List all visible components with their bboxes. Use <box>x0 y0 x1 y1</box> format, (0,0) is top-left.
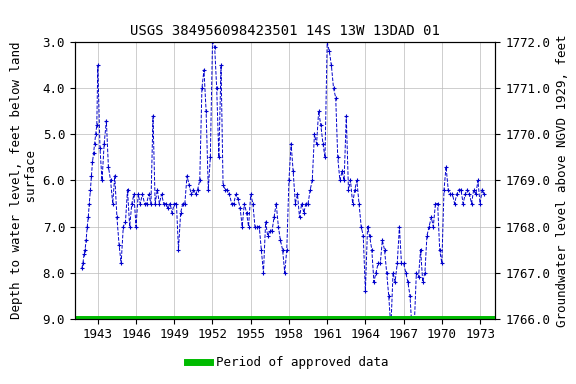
Title: USGS 384956098423501 14S 13W 13DAD 01: USGS 384956098423501 14S 13W 13DAD 01 <box>130 24 440 38</box>
Legend: Period of approved data: Period of approved data <box>183 351 393 374</box>
Y-axis label: Depth to water level, feet below land
 surface: Depth to water level, feet below land su… <box>10 42 39 319</box>
Y-axis label: Groundwater level above NGVD 1929, feet: Groundwater level above NGVD 1929, feet <box>556 34 569 327</box>
